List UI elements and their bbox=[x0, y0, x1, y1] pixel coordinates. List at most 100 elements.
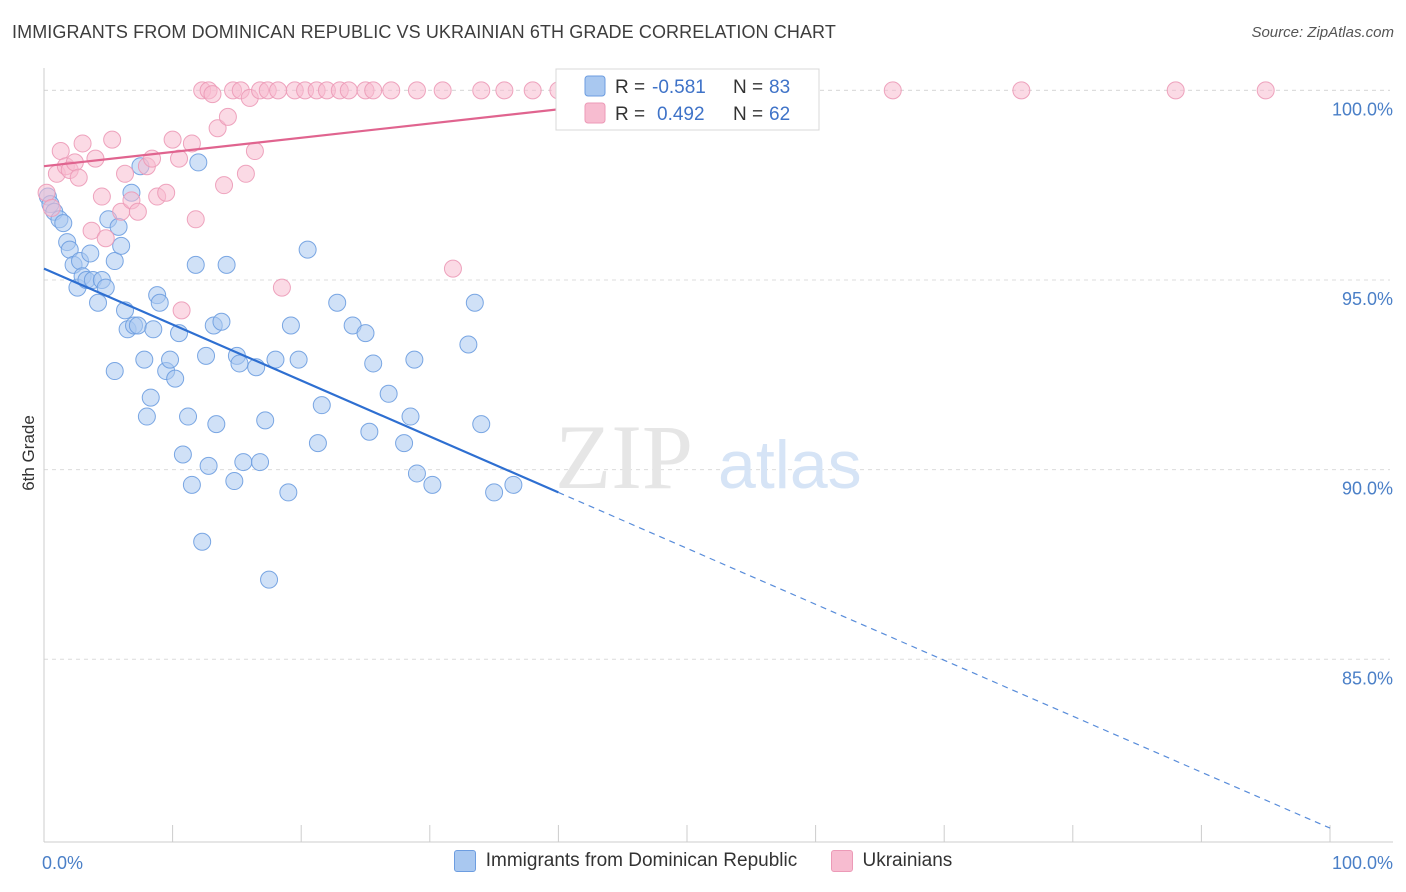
ukrainian-point-10 bbox=[86, 149, 105, 168]
dominican-point-33 bbox=[150, 293, 169, 312]
dominican-point-56 bbox=[256, 411, 275, 430]
dominican-point-64 bbox=[312, 396, 331, 415]
ukrainian-point-3 bbox=[51, 142, 70, 161]
legend-swatch-blue bbox=[584, 75, 606, 97]
dominican-point-62 bbox=[298, 240, 317, 259]
ukrainian-point-1 bbox=[42, 198, 61, 217]
dominican-point-20 bbox=[112, 236, 131, 255]
ukrainian-point-23 bbox=[170, 149, 189, 168]
dominican-point-14 bbox=[89, 293, 108, 312]
watermark-zip: ZIP bbox=[555, 406, 693, 508]
ukrainian-point-11 bbox=[92, 187, 111, 206]
dominican-point-77 bbox=[465, 293, 484, 312]
ukrainian-point-54 bbox=[472, 81, 491, 100]
ukrainian-point-40 bbox=[269, 81, 288, 100]
legend-n-label-pink: N = bbox=[733, 104, 763, 125]
dominican-point-39 bbox=[179, 407, 198, 426]
ukrainian-point-56 bbox=[523, 81, 542, 100]
dominican-point-70 bbox=[379, 384, 398, 403]
dominican-point-18 bbox=[105, 252, 124, 271]
trend-line-dominican-extension bbox=[558, 491, 1331, 829]
dominican-point-31 bbox=[141, 388, 160, 407]
dominican-point-24 bbox=[128, 316, 147, 335]
chart-title: IMMIGRANTS FROM DOMINICAN REPUBLIC VS UK… bbox=[12, 22, 836, 42]
y-tick-label-0: 100.0% bbox=[1332, 99, 1393, 119]
y-tick-label-2: 90.0% bbox=[1342, 479, 1393, 499]
dominican-point-50 bbox=[225, 472, 244, 491]
ukrainian-point-17 bbox=[128, 202, 147, 221]
ukrainian-point-15 bbox=[116, 164, 135, 183]
dominican-point-57 bbox=[260, 570, 279, 589]
ukrainian-point-24 bbox=[172, 301, 191, 320]
dominican-point-55 bbox=[251, 453, 270, 472]
dominican-point-44 bbox=[197, 346, 216, 365]
ukrainian-point-30 bbox=[208, 119, 227, 138]
legend-label-ukrainians: Ukrainians bbox=[862, 850, 953, 871]
ukrainian-point-53 bbox=[443, 259, 462, 278]
ukrainian-point-52 bbox=[433, 81, 452, 100]
ukrainian-point-29 bbox=[203, 85, 222, 104]
y-axis-title: 6th Grade bbox=[19, 415, 38, 491]
ukrainian-point-8 bbox=[73, 134, 92, 153]
ukrainian-point-55 bbox=[495, 81, 514, 100]
ukrainian-point-59 bbox=[1012, 81, 1031, 100]
legend-square-icon-blue bbox=[453, 850, 476, 872]
ukrainian-point-9 bbox=[82, 221, 101, 240]
ukrainian-point-50 bbox=[382, 81, 401, 100]
watermark: ZIP atlas bbox=[555, 406, 862, 508]
legend-swatch-pink bbox=[584, 102, 606, 124]
dominican-point-59 bbox=[279, 483, 298, 502]
bottom-legend: Immigrants from Dominican Republic Ukrai… bbox=[0, 850, 1406, 878]
legend-item-ukrainians: Ukrainians bbox=[830, 850, 953, 872]
dominican-point-78 bbox=[472, 415, 491, 434]
dominican-point-49 bbox=[217, 255, 236, 274]
dominican-point-69 bbox=[364, 354, 383, 373]
legend-n-pink: 62 bbox=[769, 104, 790, 125]
x-tick-label-1: 100.0% bbox=[1332, 853, 1393, 873]
dominican-point-28 bbox=[135, 350, 154, 369]
dominican-point-60 bbox=[281, 316, 300, 335]
dominican-point-48 bbox=[212, 312, 231, 331]
ukrainian-point-41 bbox=[272, 278, 291, 297]
ukrainian-point-7 bbox=[69, 168, 88, 187]
legend-r-label-pink: R = bbox=[615, 104, 645, 125]
ukrainian-point-26 bbox=[186, 210, 205, 229]
ukrainian-point-32 bbox=[218, 107, 237, 126]
ukrainian-point-51 bbox=[407, 81, 426, 100]
ukrainian-point-13 bbox=[103, 130, 122, 149]
dominican-point-76 bbox=[459, 335, 478, 354]
ukrainian-point-47 bbox=[339, 81, 358, 100]
dominican-point-71 bbox=[395, 434, 414, 453]
ukrainian-point-25 bbox=[182, 134, 201, 153]
legend-square-icon-pink bbox=[830, 850, 853, 872]
dominican-point-36 bbox=[166, 369, 185, 388]
y-tick-label-3: 85.0% bbox=[1342, 668, 1393, 688]
dominican-point-61 bbox=[289, 350, 308, 369]
tick-labels: 100.0% 95.0% 90.0% 85.0% 0.0% 100.0% bbox=[42, 99, 1393, 873]
dominican-point-30 bbox=[144, 320, 163, 339]
legend-n-blue: 83 bbox=[769, 77, 790, 98]
legend-box: R = -0.581 N = 83 R = 0.492 N = 62 bbox=[555, 68, 820, 131]
dominican-point-63 bbox=[308, 434, 327, 453]
legend-label-dominican: Immigrants from Dominican Republic bbox=[485, 850, 798, 871]
legend-r-blue: -0.581 bbox=[652, 77, 706, 98]
ukrainian-point-61 bbox=[1256, 81, 1275, 100]
legend-n-label-blue: N = bbox=[733, 77, 763, 98]
ukrainian-point-12 bbox=[96, 229, 115, 248]
dominican-point-26 bbox=[105, 362, 124, 381]
y-tick-label-1: 95.0% bbox=[1342, 289, 1393, 309]
dominican-point-80 bbox=[504, 475, 523, 494]
trend-line-dominican bbox=[43, 267, 559, 494]
dominican-point-35 bbox=[161, 350, 180, 369]
dominican-point-65 bbox=[328, 293, 347, 312]
legend-r-label-blue: R = bbox=[615, 77, 645, 98]
ukrainian-point-37 bbox=[245, 142, 264, 161]
dominican-point-67 bbox=[356, 324, 375, 343]
ukrainian-point-49 bbox=[364, 81, 383, 100]
ukrainian-point-35 bbox=[236, 164, 255, 183]
dominican-point-72 bbox=[401, 407, 420, 426]
ukrainian-point-0 bbox=[37, 183, 56, 202]
dominican-point-4 bbox=[54, 214, 73, 233]
dominican-point-43 bbox=[193, 532, 212, 551]
